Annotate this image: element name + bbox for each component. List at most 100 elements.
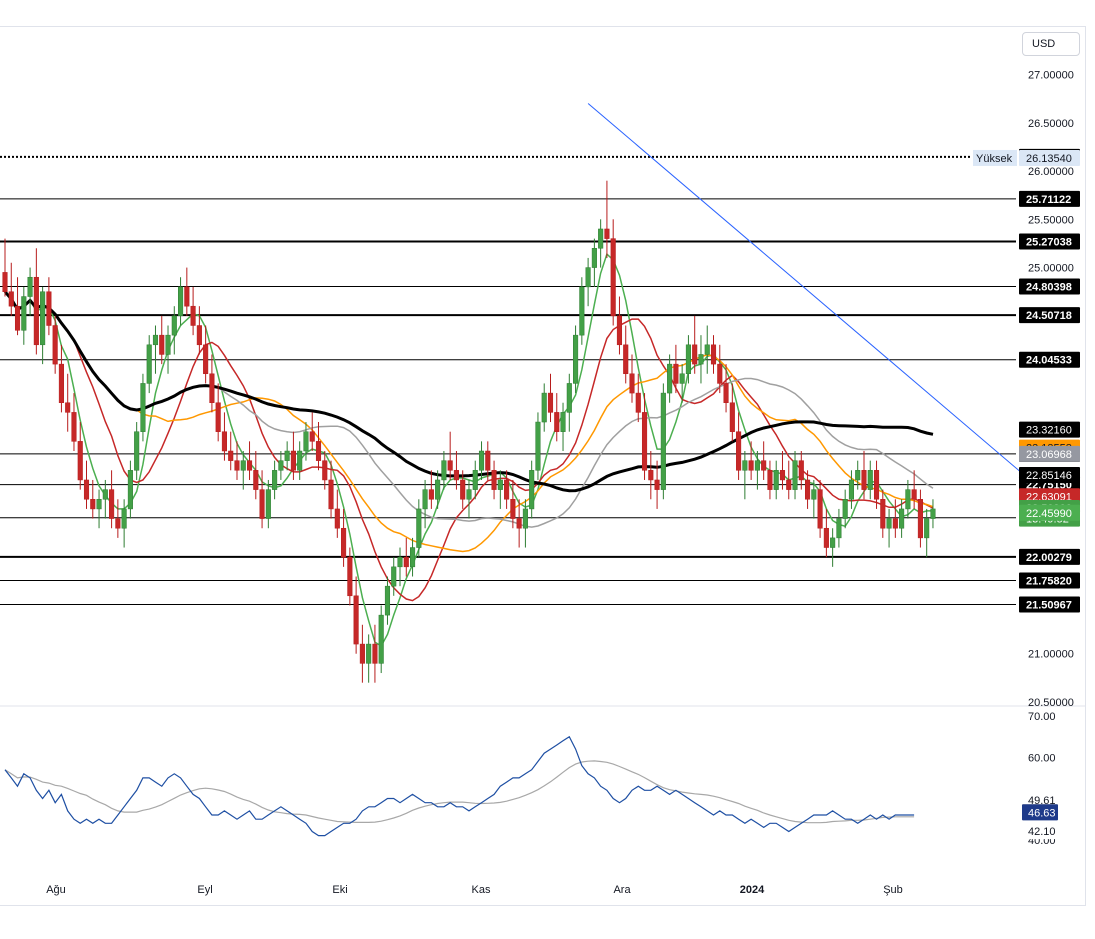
candle-body-17 [109,489,115,519]
candle-body-3 [21,296,27,331]
rsi-ma-line [4,760,915,824]
rsi-label-text: 42.10 [1028,826,1056,838]
candle-body-49 [309,431,315,442]
candle-body-1 [8,291,14,307]
candle-body-140 [880,499,886,529]
candles [2,180,936,683]
level-label-text: 21.50967 [1026,600,1072,612]
candle-body-55 [347,556,353,597]
candle-body-143 [899,508,905,529]
candle-body-92 [579,286,585,336]
candle-body-67 [422,489,428,510]
level-label-text: 24.50718 [1026,310,1072,322]
candle-body-121 [761,460,767,471]
candle-body-97 [610,238,616,317]
candle-body-81 [510,499,516,519]
candle-body-124 [779,470,786,481]
candle-body-62 [391,566,397,587]
candle-body-31 [196,325,202,346]
rsi-label-box [1022,823,1058,840]
price-labels: 26.1471625.7112225.2703824.8039824.50718… [973,148,1080,840]
candle-body-54 [341,527,347,558]
price-tick-label: 25.50000 [1028,214,1074,226]
candle-body-36 [228,450,234,461]
candle-body-57 [359,643,365,664]
candle-body-59 [372,643,378,664]
candle-body-5 [33,276,39,346]
candle-body-32 [203,344,209,375]
candle-body-52 [328,479,334,510]
candle-body-132 [830,537,836,548]
candle-body-4 [27,276,33,297]
candle-body-42 [265,489,271,519]
candle-body-29 [184,286,190,307]
price-tick-label: 21.00000 [1028,649,1074,661]
level-price-label: 21.75820 [1019,572,1080,589]
candle-body-136 [855,470,861,481]
candle-body-108 [679,373,685,384]
x-tick-label: 2024 [740,884,765,896]
candle-body-111 [698,354,704,365]
candle-body-21 [134,431,140,471]
level-label-text: 25.71122 [1026,194,1071,206]
candle-body-141 [886,518,892,529]
candle-body-103 [648,470,654,481]
candle-body-22 [140,383,146,432]
candle-body-106 [667,363,673,394]
candle-body-86 [541,392,547,423]
candle-body-69 [435,479,441,500]
candle-body-144 [905,489,911,510]
indicator-label-box [1019,466,1080,483]
ma-orange-line [4,291,934,553]
candle-body-73 [460,479,466,500]
candle-body-133 [836,518,842,539]
candle-body-104 [654,479,660,490]
candle-body-66 [416,508,422,548]
indicator-label-text: 26.13540 [1026,153,1072,165]
candle-body-77 [485,450,491,471]
candle-body-50 [315,441,322,461]
candle-body-83 [522,508,528,529]
candle-body-76 [478,450,485,471]
candle-body-110 [692,344,698,365]
candle-body-63 [397,556,403,568]
candle-body-44 [278,460,284,471]
rsi-line [4,735,915,837]
candle-body-45 [284,450,290,461]
candle-body-65 [410,547,416,568]
indicator-label-text: 23.32160 [1026,425,1072,437]
candle-body-120 [754,460,760,471]
level-label-text: 24.80398 [1026,282,1072,294]
candle-body-34 [215,402,221,432]
candle-body-14 [90,499,96,510]
rsi-tick-label: 70.00 [1028,711,1056,723]
chart-frame [0,26,1086,906]
candle-body-39 [246,460,253,471]
moving-averages [3,252,934,648]
candle-body-82 [516,518,522,529]
candle-body-38 [240,460,246,471]
level-label-box [1019,596,1080,613]
indicator-label-box [1019,445,1080,462]
candle-body-109 [685,344,691,375]
candle-body-15 [96,499,102,510]
candle-body-127 [798,460,804,481]
candle-body-89 [560,412,566,432]
indicator-price-label: 22.45990 [1019,504,1080,521]
currency-button[interactable]: USD [1022,32,1080,56]
candle-body-78 [491,470,497,490]
level-label-box [1019,572,1080,589]
candle-body-126 [792,460,798,490]
candle-body-27 [171,315,177,336]
price-tick-label: 26.00000 [1028,166,1074,178]
candle-body-138 [867,470,873,490]
candle-body-131 [823,527,829,548]
candle-body-117 [736,431,742,471]
candle-body-114 [717,363,723,384]
candle-body-24 [152,334,159,346]
candle-body-84 [529,470,535,510]
candle-body-70 [441,460,447,481]
candle-body-53 [334,508,340,529]
candle-body-10 [65,402,71,413]
